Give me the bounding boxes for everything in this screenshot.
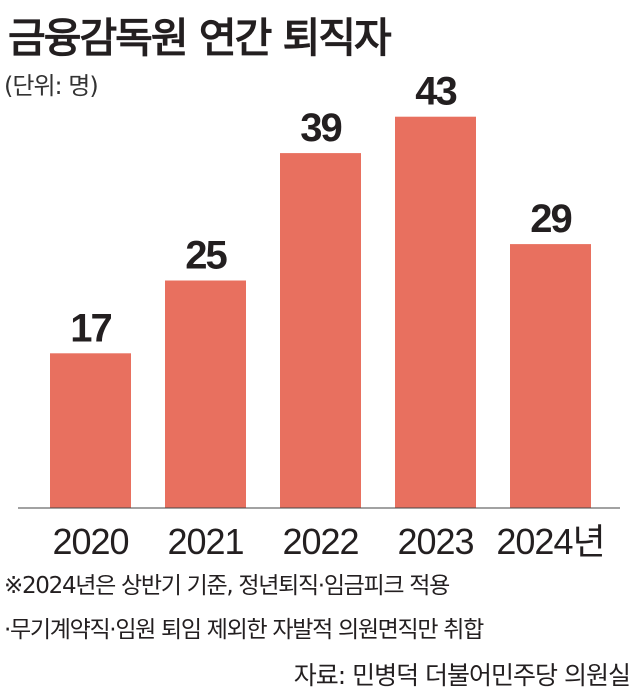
category-label-2021: 2021	[167, 521, 243, 562]
value-label-2022: 39	[300, 106, 341, 150]
source-note: 자료: 민병덕 더불어민주당 의원실	[293, 661, 631, 690]
footnote-line-1: ※2024년은 상반기 기준, 정년퇴직·임금피크 적용	[4, 573, 450, 599]
value-label-2020: 17	[70, 306, 111, 350]
bar-2021	[165, 280, 246, 508]
value-label-2021: 25	[185, 234, 227, 278]
bars-group	[50, 116, 591, 508]
value-label-2023: 43	[415, 70, 456, 114]
category-label-2024년: 2024년	[496, 521, 604, 562]
bar-2023	[395, 116, 476, 508]
labels-group: 17 2020 25 2021 39 2022 43 2023 29 2024년	[52, 70, 605, 562]
category-label-2022: 2022	[282, 521, 358, 562]
value-label-2024년: 29	[530, 197, 571, 241]
bar-2022	[280, 153, 361, 508]
footnote-line-2: ·무기계약직·임원 퇴임 제외한 자발적 의원면직만 취합	[4, 617, 484, 643]
bar-2024년	[510, 244, 591, 508]
category-label-2023: 2023	[397, 521, 473, 562]
bar-2020	[50, 353, 131, 508]
unit-label: (단위: 명)	[4, 72, 99, 100]
category-label-2020: 2020	[52, 521, 128, 562]
chart-title: 금융감독원 연간 퇴직자	[8, 14, 392, 62]
